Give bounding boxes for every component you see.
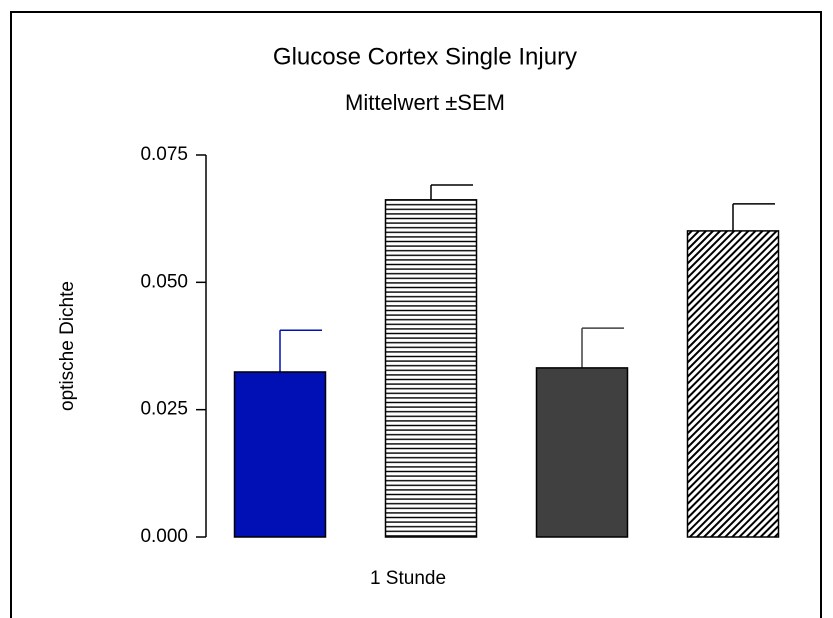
- bar: [686, 230, 780, 538]
- y-axis-label: optische Dichte: [57, 281, 78, 411]
- y-tick-label: 0.075: [140, 144, 188, 165]
- chart-title: Glucose Cortex Single Injury: [273, 43, 577, 70]
- frame: [10, 11, 822, 618]
- x-axis-label: 1 Stunde: [370, 568, 446, 589]
- y-tick-label: 0.025: [140, 399, 188, 420]
- y-tick-label: 0.050: [140, 271, 188, 292]
- bar: [384, 199, 478, 538]
- bar: [535, 367, 629, 538]
- bar: [233, 371, 327, 538]
- chart-subtitle: Mittelwert ±SEM: [345, 90, 505, 115]
- y-tick-label: 0.000: [140, 526, 188, 547]
